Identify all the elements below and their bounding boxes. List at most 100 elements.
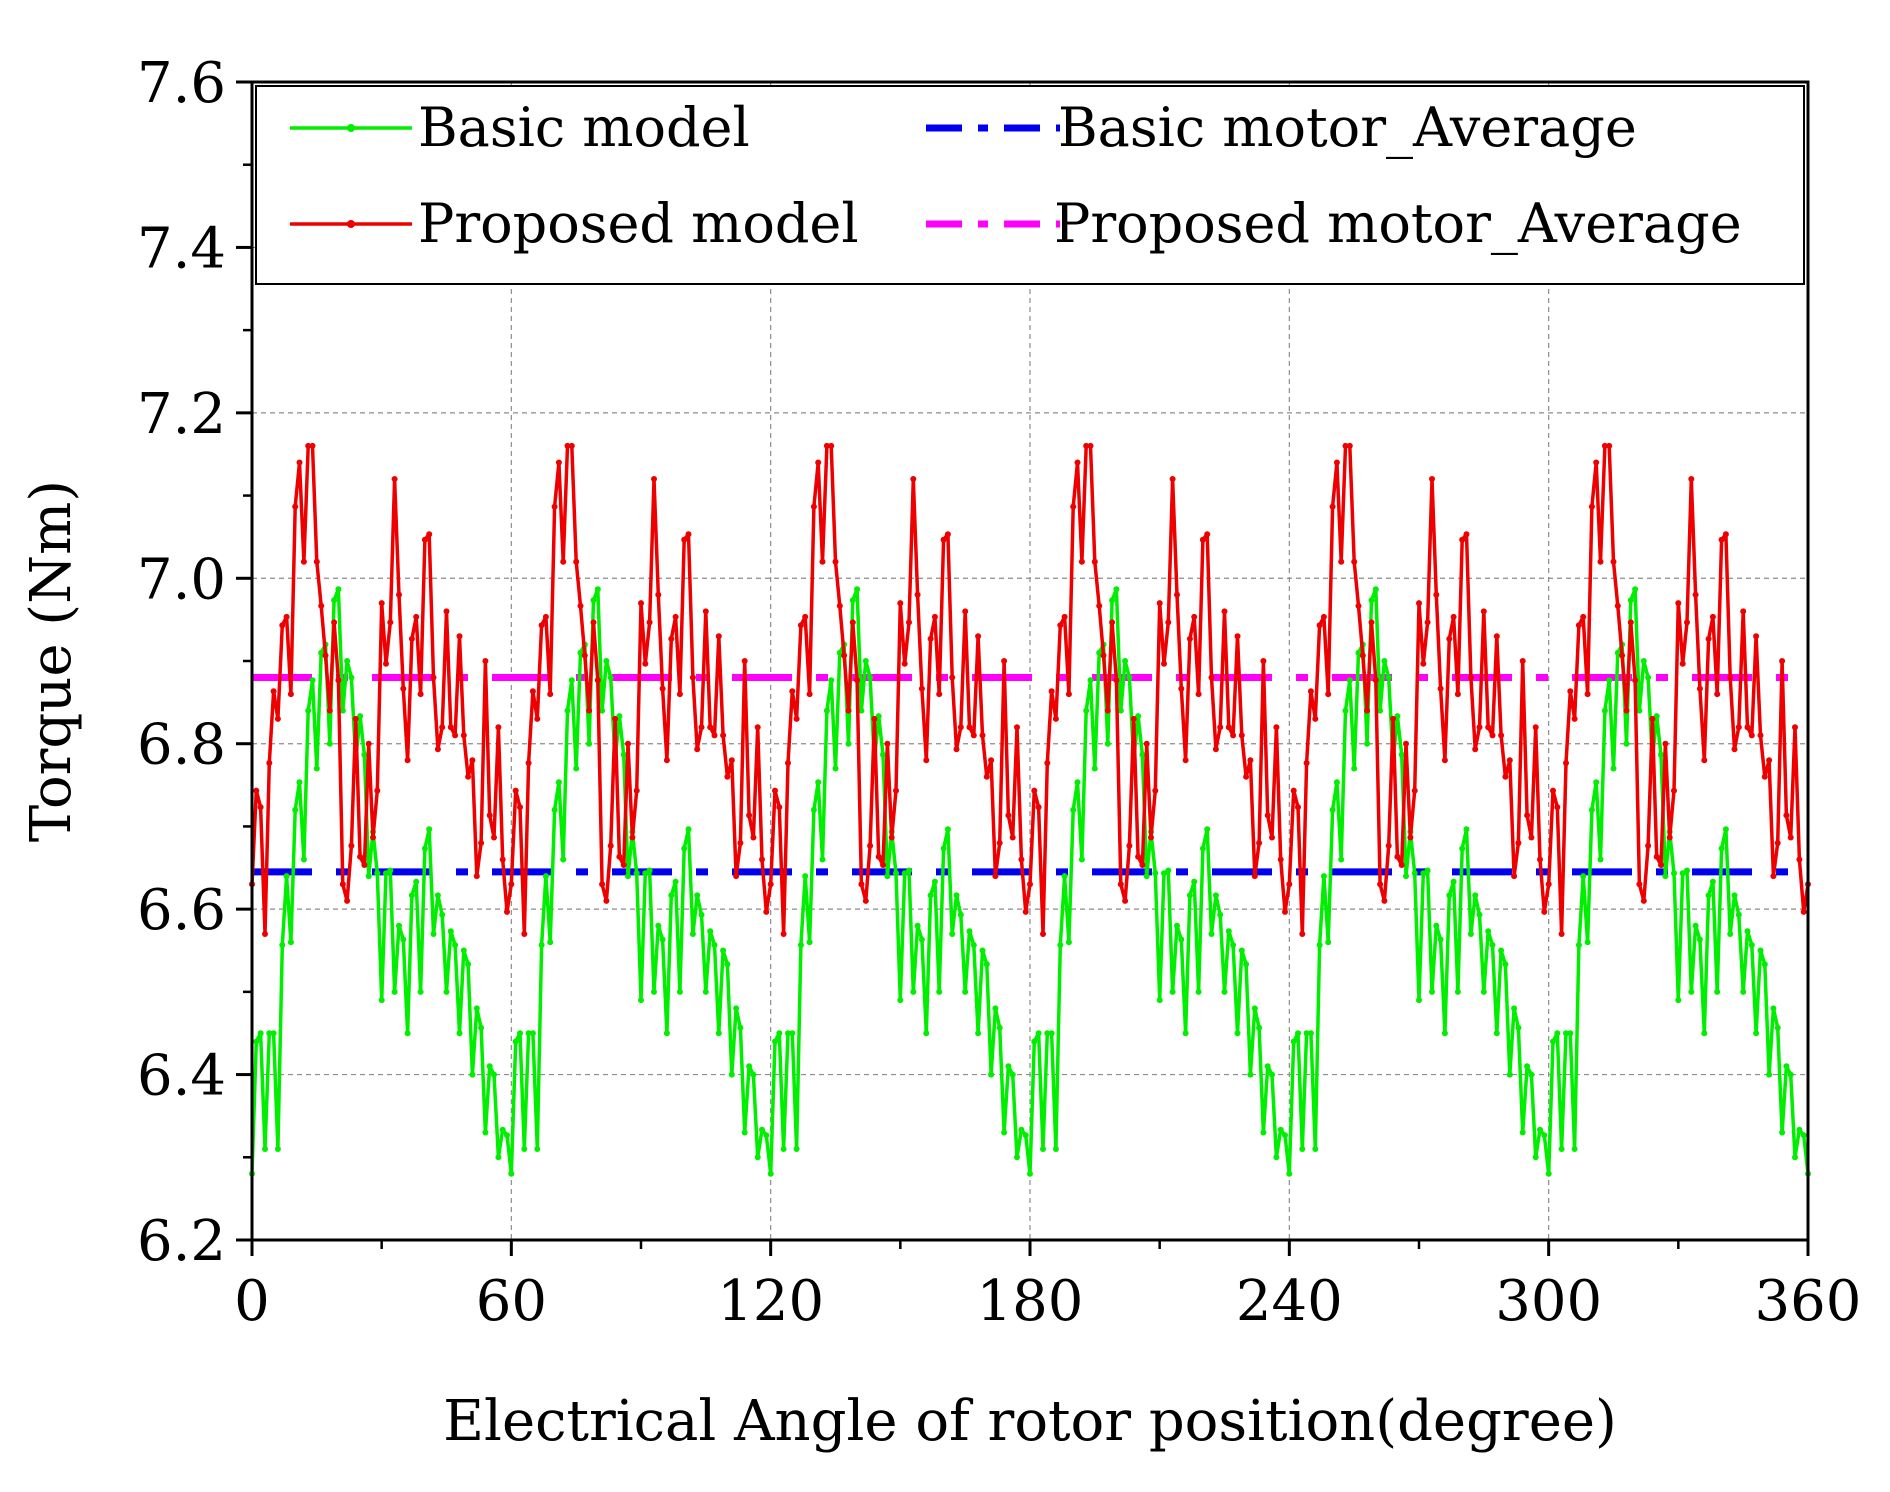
basic-model-point (508, 1170, 515, 1177)
proposed-model-point (1792, 724, 1798, 731)
proposed-model-point (1658, 862, 1664, 868)
proposed-model-point (620, 862, 627, 868)
basic-model-point (568, 677, 575, 684)
basic-model-point (1783, 1063, 1790, 1070)
proposed-model-point (957, 724, 964, 731)
proposed-model-point (1148, 834, 1154, 841)
proposed-model-point (845, 707, 852, 714)
proposed-model-point (1467, 674, 1474, 681)
basic-model-point (668, 892, 675, 899)
proposed-model-point (1770, 873, 1777, 880)
basic-model-point (456, 1030, 463, 1037)
proposed-model-point (616, 853, 623, 860)
proposed-model-point (1437, 685, 1444, 692)
legend-marker-basic-model (347, 124, 355, 132)
proposed-model-point (884, 740, 891, 747)
basic-model-point (1506, 1071, 1513, 1078)
basic-model-point (326, 740, 333, 747)
basic-model-point (616, 713, 623, 720)
proposed-model-point (266, 760, 273, 766)
basic-model-point (1212, 892, 1219, 899)
proposed-model-point (452, 732, 459, 739)
basic-model-point (1662, 873, 1669, 880)
basic-model-point (274, 1146, 281, 1152)
proposed-model-point (810, 503, 817, 510)
proposed-model-point (789, 688, 796, 695)
proposed-model-point (754, 724, 761, 731)
basic-model-point (1208, 931, 1215, 937)
proposed-model-point (1558, 931, 1565, 937)
proposed-model-point (1139, 862, 1146, 868)
basic-model-point (253, 1038, 260, 1045)
proposed-model-point (1044, 760, 1051, 766)
proposed-model-point (517, 804, 523, 811)
basic-model-point (1446, 892, 1453, 899)
proposed-model-point (1403, 740, 1409, 747)
proposed-model-point (1407, 834, 1414, 841)
proposed-model-point (871, 715, 878, 722)
basic-model-point (1104, 740, 1111, 747)
basic-model-point (1005, 1063, 1012, 1070)
proposed-model-point (724, 773, 731, 780)
proposed-model-point (1679, 660, 1686, 667)
proposed-model-point (1204, 531, 1211, 538)
basic-model-point (633, 870, 640, 877)
proposed-model-point (1290, 787, 1297, 794)
proposed-model-point (1091, 558, 1098, 565)
basic-model-point (1463, 826, 1470, 833)
basic-model-point (262, 1146, 268, 1152)
basic-model-point (300, 856, 307, 863)
basic-model-point (1610, 765, 1617, 772)
proposed-model-point (607, 842, 614, 849)
y-tick-label: 6.6 (137, 878, 226, 943)
proposed-model-point (1398, 862, 1405, 868)
basic-model-point (1528, 1071, 1535, 1078)
proposed-model-point (1537, 856, 1543, 863)
proposed-model-point (1671, 787, 1677, 794)
basic-model-point (875, 713, 882, 720)
proposed-model-point (525, 760, 532, 766)
x-tick-label: 300 (1495, 1269, 1602, 1334)
basic-model-point (1597, 856, 1604, 863)
basic-model-point (797, 942, 804, 948)
proposed-model-point (1035, 804, 1042, 811)
proposed-model-point (1390, 715, 1397, 722)
basic-model-point (1627, 597, 1634, 604)
basic-model-point (702, 988, 709, 995)
proposed-model-point (1731, 746, 1738, 753)
proposed-model-point (944, 531, 951, 538)
basic-model-point (733, 1005, 740, 1012)
basic-model-point (482, 1129, 489, 1136)
basic-model-point (1338, 856, 1345, 863)
proposed-model-point (374, 787, 381, 794)
proposed-model-point (577, 602, 584, 609)
proposed-model-point (568, 442, 575, 449)
proposed-model-point (262, 931, 268, 937)
proposed-model-point (1277, 856, 1284, 863)
basic-model-point (793, 1146, 800, 1152)
proposed-model-point (988, 757, 995, 764)
basic-model-point (1035, 1030, 1042, 1037)
basic-model-point (707, 928, 714, 935)
legend-label-proposed-model: Proposed model (418, 192, 859, 255)
basic-model-point (1364, 740, 1371, 747)
proposed-model-point (1282, 908, 1288, 915)
basic-model-point (810, 806, 817, 813)
basic-model-point (1117, 707, 1124, 714)
proposed-model-series (249, 442, 1811, 937)
basic-model-point (1273, 1154, 1280, 1161)
basic-model-point (1493, 1030, 1500, 1037)
proposed-model-point (1320, 613, 1327, 620)
basic-model-point (573, 765, 580, 772)
proposed-model-point (1186, 635, 1193, 642)
basic-model-point (1320, 873, 1327, 880)
basic-model-point (746, 1063, 753, 1070)
basic-model-point (521, 1146, 528, 1152)
proposed-model-point (1684, 619, 1690, 626)
basic-model-point (1476, 911, 1483, 918)
proposed-model-point (581, 652, 588, 659)
proposed-model-point (750, 834, 757, 841)
basic-model-point (1290, 1038, 1297, 1045)
basic-model-point (1429, 988, 1435, 995)
